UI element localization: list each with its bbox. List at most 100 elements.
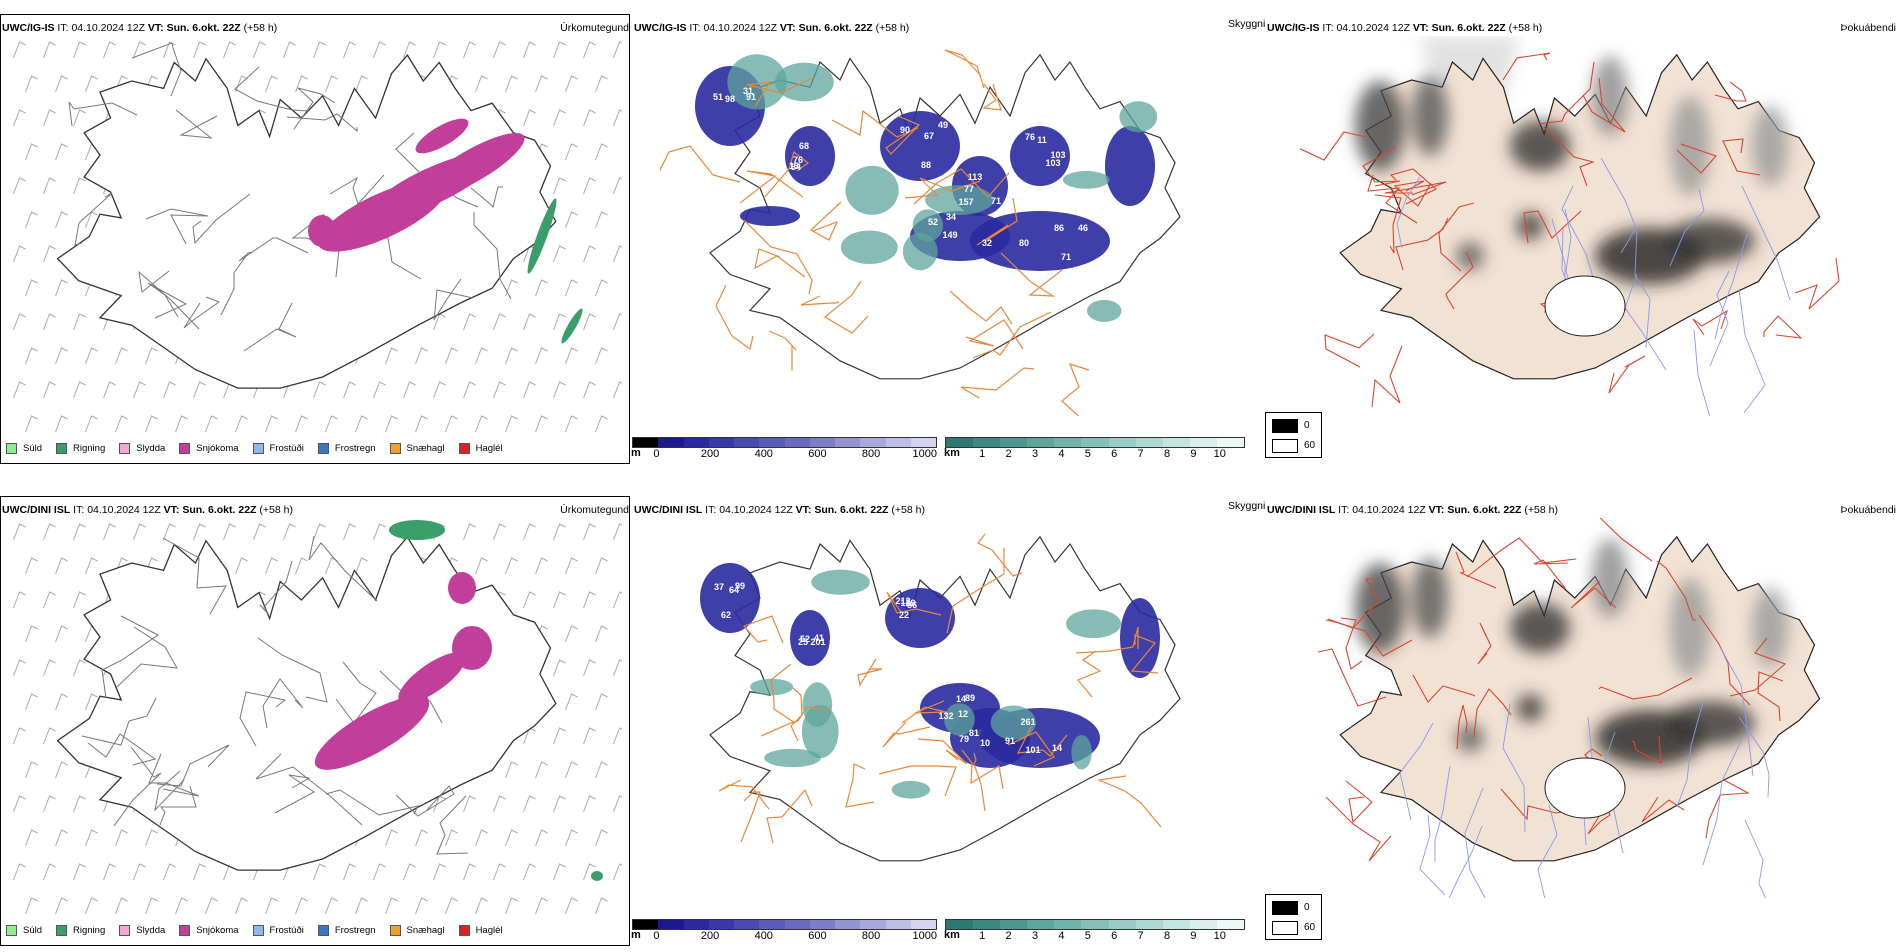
low-visibility-areas — [727, 54, 1158, 322]
fog-index-map — [1317, 518, 1821, 898]
cloud-base-value: 14 — [1052, 743, 1062, 753]
cloud-base-value: 77 — [964, 184, 974, 194]
precip-legend-label: Haglél — [475, 442, 503, 454]
cloud-base-value: 91 — [746, 92, 756, 102]
glacier-area — [1544, 757, 1626, 819]
colorbar-tick-km: 8 — [1163, 930, 1171, 942]
colorbar-tick-m: 0 — [653, 448, 660, 460]
cloud-base-value: 37 — [714, 582, 724, 592]
cloud-base-value: 101 — [1025, 745, 1040, 755]
precip-legend-label: Snjókoma — [196, 442, 239, 454]
cloud-base-value: 52 — [928, 217, 938, 227]
precip-legend-item: Rigning — [56, 442, 106, 454]
colorbar-tick-km: 7 — [1137, 930, 1144, 942]
low-visibility-areas — [750, 569, 1121, 799]
colorbar-tick-m: 800 — [861, 448, 881, 460]
precip-legend-label: Snæhagl — [406, 442, 445, 454]
fog-legend-label-60: 60 — [1304, 440, 1316, 451]
roads — [81, 535, 469, 855]
precip-legend-item: Snjókoma — [179, 442, 239, 454]
precip-legend-swatch — [179, 442, 191, 454]
fog-index-shading — [1355, 56, 1788, 284]
fog-index-label: Þokuábendi — [1840, 22, 1896, 34]
cloud-base-value: 46 — [1078, 223, 1088, 233]
cloud-base-value: 76 — [1025, 132, 1035, 142]
colorbar-tick-km: 2 — [1005, 448, 1012, 460]
precip-legend-swatch — [317, 924, 329, 936]
colorbar-tick-km: 1 — [979, 448, 986, 460]
colorbar-cloud-base-m: 0 200 400 600 800 1000 m — [631, 437, 938, 460]
colorbar-tick-m: 600 — [808, 930, 827, 942]
colorbar-tick-m: 0 — [653, 930, 660, 942]
precip-legend-label: Frostúði — [269, 924, 304, 936]
precip-legend-label: Súld — [23, 442, 43, 454]
cloud-base-value: 80 — [1019, 238, 1029, 248]
cloud-base-value: 68 — [799, 141, 809, 151]
fog-legend-swatch-60 — [1272, 921, 1298, 935]
snow-areas — [314, 520, 603, 881]
snow-areas — [308, 118, 583, 344]
low-cloud-areas — [695, 66, 1155, 271]
cloud-base-value: 71 — [991, 196, 1001, 206]
precip-legend-swatch — [252, 442, 264, 454]
precip-legend-swatch — [389, 442, 401, 454]
precip-panel-title: UWC/IG-IS IT: 04.10.2024 12Z VT: Sun. 6.… — [2, 22, 278, 34]
cloud-base-value: 90 — [900, 125, 910, 135]
precip-legend-swatch — [389, 924, 401, 936]
fog-legend-swatch-0 — [1272, 419, 1298, 433]
colorbar-tick-m: 1000 — [912, 448, 938, 460]
precip-legend-swatch — [317, 442, 329, 454]
cloud-base-value: 113 — [968, 172, 983, 182]
precip-legend: Súld Rigning Slydda Snjókoma Frostúði Frostre… — [6, 920, 517, 940]
precip-legend-swatch — [119, 442, 131, 454]
colorbar-tick-km: 9 — [1190, 930, 1197, 942]
roads — [718, 533, 1162, 844]
colorbar-tick-m: 200 — [700, 930, 720, 942]
cloud-base-value: 51 — [713, 92, 723, 102]
fog-index-legend: 0 60 — [1265, 894, 1322, 940]
cloud-base-value: 81 — [969, 728, 979, 738]
cloud-base-value: 34 — [946, 212, 956, 222]
forecast-row-igis: UWC/IG-IS IT: 04.10.2024 12Z VT: Sun. 6.… — [0, 0, 1900, 470]
cloud-base-value: 76 — [793, 155, 803, 165]
cloud-base-value: 212 — [895, 596, 910, 606]
colorbar-tick-km: 5 — [1084, 448, 1091, 460]
precip-legend-item: Súld — [6, 442, 43, 454]
colorbar-tick-m: 400 — [754, 930, 773, 942]
cloud-base-value: 11 — [1037, 135, 1047, 145]
cloud-base-value: 62 — [721, 610, 731, 620]
cloud-base-value: 98 — [725, 94, 735, 104]
precip-legend-swatch — [458, 924, 470, 936]
glacier-area — [1544, 275, 1626, 337]
cloud-base-value: 32 — [982, 238, 992, 248]
cloud-base-value: 25 — [798, 637, 808, 647]
precip-legend-swatch — [252, 924, 264, 936]
cloud-base-value: 22 — [899, 610, 909, 620]
visibility-label: Skyggni — [1228, 18, 1266, 30]
fog-panel-title: UWC/DINI ISL IT: 04.10.2024 12Z VT: Sun.… — [1267, 504, 1558, 516]
colorbar-tick-m: 400 — [754, 448, 773, 460]
precip-legend-label: Rigning — [73, 924, 106, 936]
precip-legend-label: Snjókoma — [196, 924, 239, 936]
fog-index-map — [1300, 36, 1840, 416]
colorbar-unit-km: km — [944, 447, 960, 459]
fog-index-shading — [1355, 538, 1788, 766]
precip-legend-label: Rigning — [73, 442, 106, 454]
precip-legend-swatch — [6, 924, 17, 936]
colorbar-tick-km: 9 — [1190, 448, 1197, 460]
precip-legend-swatch — [56, 442, 68, 454]
colorbar-tick-km: 3 — [1031, 448, 1039, 460]
precip-map — [13, 41, 622, 433]
precip-legend-item: Frostregn — [317, 442, 376, 454]
precip-legend-item: Frostregn — [317, 924, 376, 936]
cloud-base-value: 261 — [1020, 717, 1035, 727]
fog-legend-swatch-0 — [1272, 901, 1298, 915]
precip-legend-item: Slydda — [119, 924, 165, 936]
cloud-base-value: 86 — [907, 600, 917, 610]
cloud-base-value: 52 — [800, 634, 810, 644]
fog-index-legend: 0 60 — [1265, 412, 1322, 458]
roads — [1300, 52, 1840, 408]
fog-panel-title: UWC/IG-IS IT: 04.10.2024 12Z VT: Sun. 6.… — [1267, 22, 1543, 34]
